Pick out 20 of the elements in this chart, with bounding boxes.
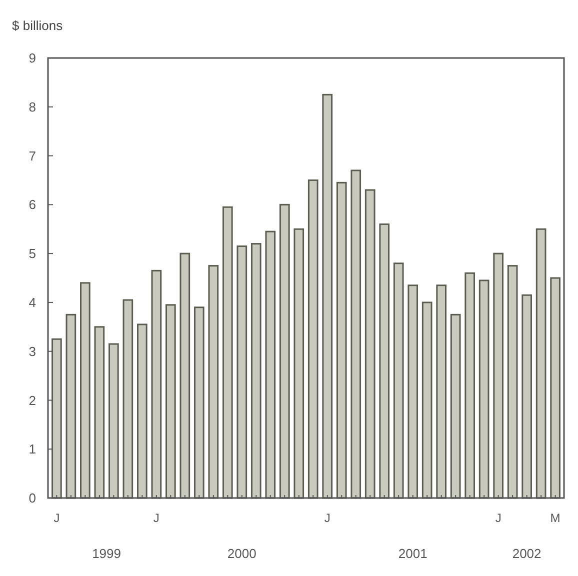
text: 1999	[92, 546, 122, 561]
x-tick-label: J	[54, 511, 60, 525]
y-tick-label: 4	[28, 294, 36, 310]
x-tick-label: J	[495, 511, 502, 525]
text: 2001	[398, 546, 428, 561]
y-tick-label: 5	[28, 246, 36, 262]
text: 2000	[227, 546, 256, 561]
y-tick-label: 8	[28, 99, 36, 114]
y-axis-title: $ billions	[12, 18, 64, 33]
y-tick-label: 9	[28, 50, 36, 66]
y-tick-label: 7	[28, 148, 36, 164]
text: 2002	[512, 546, 542, 561]
y-tick-label: 1	[28, 442, 36, 457]
x-tick-label: J	[153, 511, 160, 525]
y-tick-label: 2	[28, 392, 36, 408]
x-tick-label: J	[324, 511, 330, 525]
y-tick-label: 6	[28, 197, 36, 212]
x-tick-label: M	[550, 511, 560, 525]
y-tick-label: 3	[28, 344, 36, 359]
y-tick-label: 0	[28, 490, 36, 506]
